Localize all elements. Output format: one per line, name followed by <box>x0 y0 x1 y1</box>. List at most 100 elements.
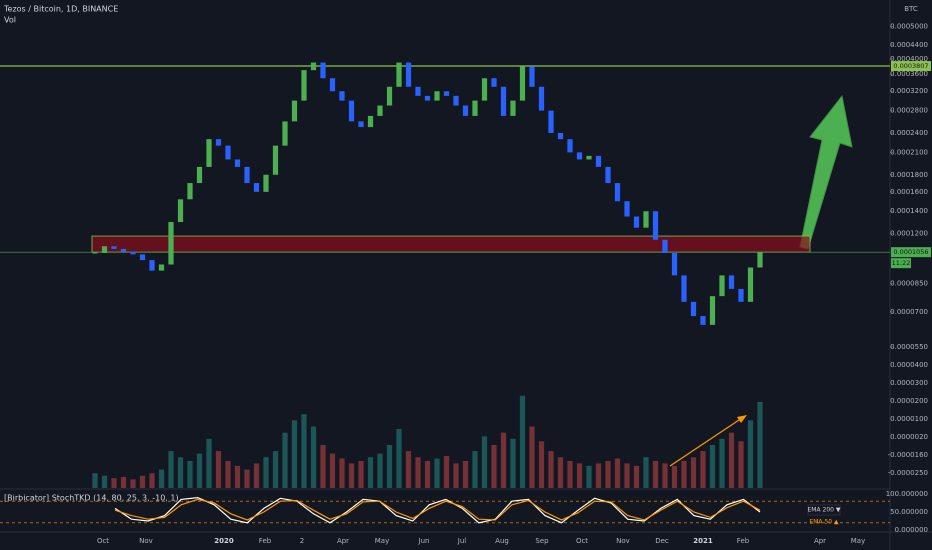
axis-unit: BTC <box>904 5 918 13</box>
volume-bar <box>282 432 288 488</box>
candle <box>472 100 478 116</box>
volume-bar <box>472 451 478 488</box>
volume-bar <box>700 451 706 488</box>
x-tick-label: 2021 <box>693 537 713 545</box>
y-tick-label: 0.0002800 <box>890 107 928 115</box>
candle <box>234 159 241 167</box>
indicator-label: [Birbicator] StochTKD (14, 80, 25, 3, -1… <box>4 494 179 503</box>
volume-axis-label: -0.0000250 <box>888 469 928 477</box>
y-tick-label: 0.0003200 <box>890 87 928 95</box>
candle <box>700 316 706 325</box>
candle <box>595 155 602 167</box>
y-tick-label: 0.0005000 <box>890 22 928 30</box>
volume-bar <box>709 444 716 488</box>
volume-axis-label: 0.0000400 <box>890 361 928 369</box>
volume-label: Vol <box>4 16 16 25</box>
y-tick-label: 0.0000550 <box>890 343 928 351</box>
candle <box>149 260 155 271</box>
candle <box>586 155 592 160</box>
volume-axis-label: 0.0000020 <box>890 433 928 441</box>
candle <box>605 166 611 184</box>
volume-bar <box>130 479 136 488</box>
candle <box>690 301 697 317</box>
candle <box>396 62 402 87</box>
candle <box>92 252 98 254</box>
stoch-tick-label: 0.000000 <box>895 526 928 534</box>
x-tick-label: Apr <box>814 537 826 545</box>
volume-bar <box>253 463 260 488</box>
volume-bar <box>244 469 250 488</box>
candle <box>424 95 431 101</box>
countdown: 11:22 <box>892 259 911 267</box>
candle <box>662 239 668 253</box>
volume-bar <box>500 432 507 488</box>
candle <box>567 139 573 153</box>
volume-bar <box>491 444 497 488</box>
volume-axis-label: 0.0000200 <box>890 397 928 405</box>
x-tick-label: Jun <box>418 537 430 545</box>
volume-bar <box>728 432 735 488</box>
candle <box>120 248 127 252</box>
volume-bar <box>310 426 317 488</box>
x-tick-label: 2020 <box>214 537 234 545</box>
y-tick-label: 0.0000850 <box>890 280 928 288</box>
volume-bar <box>481 436 488 488</box>
candle <box>310 62 317 71</box>
x-tick-label: Feb <box>737 537 750 545</box>
candle <box>538 86 545 111</box>
ema-200-label: EMA 200 ▼ <box>808 507 841 514</box>
candle <box>206 139 212 167</box>
level-tag <box>891 247 931 258</box>
volume-bar <box>139 475 146 488</box>
candle <box>377 105 383 116</box>
volume-bar <box>453 463 459 488</box>
x-tick-label: May <box>375 537 389 545</box>
y-tick-label: 0.0002400 <box>890 129 928 137</box>
y-tick-label: 0.0004000 <box>890 55 928 63</box>
candle <box>643 211 649 228</box>
candle <box>329 78 336 92</box>
volume-bar <box>643 457 649 488</box>
level-label: 0.0001056 <box>893 248 928 256</box>
candle <box>367 115 374 128</box>
volume-bar <box>538 441 545 488</box>
volume-bar <box>301 414 307 488</box>
stoch-line <box>114 498 761 521</box>
volume-bar <box>557 457 564 488</box>
volume-bar <box>215 451 222 488</box>
volume-bar <box>424 460 431 488</box>
volume-bar <box>747 420 754 488</box>
volume-bar <box>567 460 573 488</box>
volume-bar <box>519 395 526 488</box>
volume-bar <box>434 458 440 488</box>
volume-bar <box>348 463 355 488</box>
y-tick-label: 0.0002100 <box>890 148 928 156</box>
x-tick-label: Aug <box>495 537 509 545</box>
y-tick-label: 0.0000700 <box>890 308 928 316</box>
candle <box>111 246 117 249</box>
candle <box>253 183 260 192</box>
volume-bar <box>586 465 592 488</box>
volume-bar <box>405 451 412 488</box>
candle <box>453 95 459 106</box>
trend-arrow-head <box>737 415 747 423</box>
trend-arrow <box>669 417 743 467</box>
level-tag <box>891 61 931 72</box>
volume-bar <box>196 453 203 488</box>
y-tick-label: 0.0001400 <box>890 207 928 215</box>
volume-bar <box>652 460 659 488</box>
symbol-title: Tezos / Bitcoin, 1D, BINANCE <box>3 5 118 14</box>
candle <box>757 252 763 268</box>
ema-box <box>807 504 841 516</box>
volume-bar <box>187 460 193 488</box>
candle <box>529 66 535 87</box>
candle <box>358 121 364 128</box>
support-zone <box>91 235 811 253</box>
candle <box>681 275 687 302</box>
volume-bar <box>377 453 383 488</box>
candle <box>263 174 269 192</box>
volume-bar <box>415 457 421 488</box>
volume-bar <box>225 460 231 488</box>
